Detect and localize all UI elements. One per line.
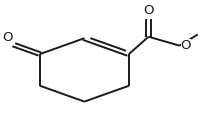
Text: O: O [181,39,191,52]
Text: O: O [143,4,154,17]
Text: O: O [2,31,13,44]
